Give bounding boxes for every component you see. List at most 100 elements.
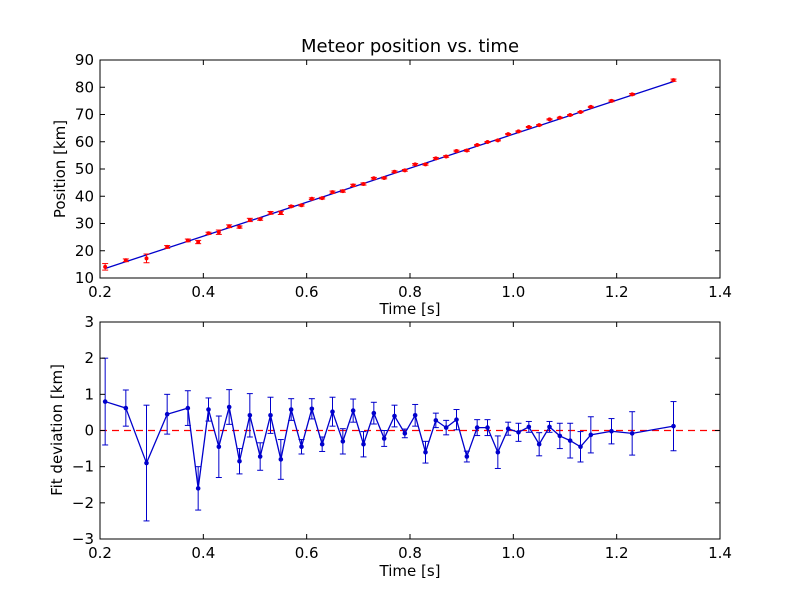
- position-x-tick-label: 0.6: [295, 283, 319, 301]
- deviation-data-point: [567, 438, 573, 443]
- deviation-plot-area: [99, 321, 721, 540]
- deviation-data-point: [330, 409, 335, 414]
- deviation-data-point: [195, 486, 201, 491]
- position-y-tick-label: 50: [75, 160, 94, 178]
- position-data-point: [547, 117, 552, 122]
- position-data-point: [402, 168, 407, 173]
- deviation-data-point: [288, 407, 294, 412]
- position-data-point: [671, 78, 676, 83]
- deviation-data-point: [309, 406, 315, 412]
- position-data-point: [630, 92, 635, 97]
- deviation-data-point: [206, 407, 211, 412]
- deviation-y-tick-label: 0: [84, 422, 94, 440]
- deviation-y-tick-label: −1: [72, 458, 94, 476]
- deviation-data-point: [557, 433, 563, 439]
- position-y-tick-label: 20: [75, 242, 94, 260]
- position-data-point: [351, 183, 356, 188]
- position-data-point: [185, 238, 190, 243]
- deviation-data-layer: [102, 357, 677, 522]
- deviation-data-point: [392, 413, 397, 419]
- position-data-point: [578, 110, 583, 115]
- deviation-data-point: [319, 441, 325, 447]
- deviation-data-point: [237, 458, 242, 464]
- position-data-point: [609, 98, 614, 103]
- position-x-tick-label: 1.2: [605, 283, 629, 301]
- position-data-point: [340, 189, 345, 194]
- position-x-axis: 0.2 0.4 0.6 0.8 1.0 1.2 1.4: [88, 60, 732, 301]
- deviation-data-point: [102, 399, 108, 404]
- deviation-data-point: [402, 431, 408, 436]
- position-y-tick-label: 30: [75, 215, 94, 233]
- deviation-y-tick-label: 3: [84, 313, 94, 331]
- deviation-y-axis-label: Fit deviation [km]: [48, 364, 66, 496]
- deviation-data-point: [123, 405, 129, 411]
- deviation-x-tick-label: 1.2: [605, 544, 629, 562]
- deviation-data-point: [144, 460, 149, 466]
- position-y-tick-label: 10: [75, 269, 94, 287]
- position-data-point: [475, 143, 480, 148]
- position-data-point: [568, 113, 573, 118]
- position-data-point: [289, 204, 294, 209]
- position-data-layer: [102, 78, 677, 271]
- position-data-point: [516, 129, 521, 134]
- deviation-y-tick-label: 2: [84, 349, 94, 367]
- position-data-point: [268, 210, 273, 215]
- position-y-tick-label: 60: [75, 133, 94, 151]
- position-data-point: [227, 224, 232, 229]
- deviation-data-point: [671, 423, 676, 429]
- position-data-point: [309, 196, 314, 201]
- deviation-data-point: [299, 444, 304, 450]
- position-x-axis-label: Time [s]: [379, 300, 441, 318]
- position-data-point: [247, 217, 252, 222]
- position-data-point: [413, 162, 418, 167]
- position-data-point: [392, 169, 397, 174]
- deviation-data-point: [257, 454, 263, 459]
- deviation-x-tick-label: 0.6: [295, 544, 319, 562]
- deviation-data-point: [629, 431, 635, 436]
- position-x-tick-label: 1.4: [708, 283, 732, 301]
- deviation-data-point: [268, 413, 273, 418]
- deviation-x-tick-label: 0.2: [88, 544, 112, 562]
- position-y-axis: 10 20 30 40 50 60 70 80 90: [75, 51, 720, 287]
- deviation-data-point: [516, 430, 521, 435]
- position-chart: Meteor position vs. time 0.2 0.4 0.6 0.8 1.0…: [51, 36, 732, 318]
- deviation-data-point: [588, 432, 594, 438]
- deviation-data-point: [443, 425, 449, 430]
- deviation-x-tick-label: 1.4: [708, 544, 732, 562]
- position-data-point: [103, 264, 108, 269]
- position-data-point: [495, 138, 500, 143]
- position-data-point: [464, 148, 469, 153]
- deviation-y-tick-label: 1: [84, 385, 94, 403]
- deviation-data-point: [423, 449, 428, 455]
- position-data-point: [454, 149, 459, 154]
- deviation-data-point: [361, 441, 366, 447]
- position-y-axis-label: Position [km]: [51, 120, 69, 218]
- position-data-point: [444, 154, 449, 159]
- deviation-data-point: [526, 424, 532, 430]
- deviation-data-point: [216, 444, 222, 450]
- position-data-point: [423, 162, 428, 167]
- position-data-point: [506, 132, 511, 137]
- position-data-point: [330, 190, 335, 195]
- deviation-chart: 0.2 0.4 0.6 0.8 1.0 1.2 1.4 −3 −2 −1 0 1 2 3 Time [s…: [48, 313, 732, 580]
- deviation-data-point: [185, 405, 191, 411]
- position-plot-area: [99, 59, 721, 279]
- deviation-data-point: [536, 441, 542, 447]
- position-y-tick-label: 70: [75, 106, 94, 124]
- deviation-x-axis: 0.2 0.4 0.6 0.8 1.0 1.2 1.4: [88, 322, 732, 562]
- position-data-point: [557, 115, 562, 120]
- deviation-x-tick-label: 0.8: [398, 544, 422, 562]
- deviation-y-tick-label: −3: [72, 530, 94, 548]
- deviation-data-point: [371, 410, 377, 416]
- deviation-data-point: [505, 426, 511, 431]
- position-chart-title: Meteor position vs. time: [301, 36, 519, 57]
- position-data-point: [382, 175, 387, 180]
- position-x-tick-label: 0.2: [88, 283, 112, 301]
- deviation-data-point: [454, 417, 459, 422]
- position-x-tick-label: 1.0: [501, 283, 525, 301]
- deviation-data-point: [350, 408, 356, 413]
- position-x-tick-label: 0.4: [191, 283, 215, 301]
- position-data-point: [144, 256, 149, 261]
